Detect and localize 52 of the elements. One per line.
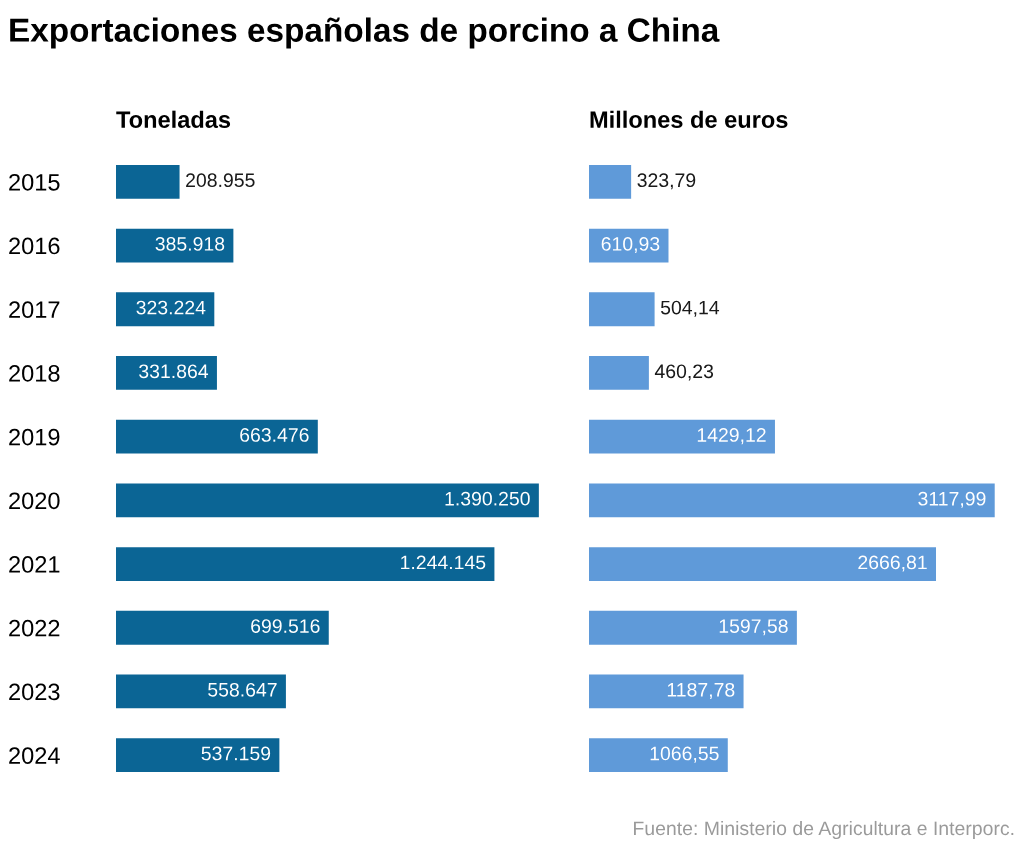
data-label: 1597,58 — [719, 619, 788, 636]
data-label: 208.955 — [186, 173, 255, 188]
data-label: 1187,78 — [667, 682, 735, 699]
bar — [116, 738, 280, 773]
data-label: 1.390.250 — [445, 491, 530, 506]
bar — [589, 164, 632, 199]
bar — [589, 547, 937, 581]
y-tick-label: 2023 — [9, 683, 60, 701]
data-label: 1066,55 — [650, 746, 719, 763]
data-label: 323,79 — [637, 173, 696, 190]
chart-title: Toneladas — [116, 110, 231, 129]
y-tick-label: 2015 — [9, 173, 60, 191]
bar — [116, 292, 215, 327]
data-label: 699.516 — [251, 619, 320, 633]
bar — [589, 738, 728, 773]
source-note: Fuente: Ministerio de Agricultura e Interporc. — [634, 820, 1014, 840]
data-label: 663.476 — [240, 428, 309, 442]
y-tick-label: 2018 — [9, 365, 60, 382]
data-label: 1.244.145 — [401, 555, 486, 570]
data-label: 558.647 — [208, 682, 277, 697]
data-label: 385.918 — [155, 237, 225, 251]
data-label: 460,23 — [654, 364, 714, 381]
data-label: 610,93 — [601, 237, 660, 254]
data-label: 331.864 — [139, 364, 209, 379]
bar — [116, 356, 217, 390]
y-tick-label: 2024 — [9, 747, 60, 764]
data-label: 323.224 — [136, 300, 206, 315]
bar — [116, 547, 495, 581]
data-label: 3117,99 — [918, 491, 986, 508]
bar — [589, 674, 744, 709]
chart-title: Millones de euros — [590, 110, 788, 129]
bar — [116, 483, 539, 518]
y-tick-label: 2022 — [9, 619, 60, 637]
bar — [589, 292, 655, 327]
y-tick-label: 2019 — [9, 428, 60, 446]
bar — [116, 164, 180, 199]
y-tick-label: 2016 — [9, 237, 60, 255]
data-label: 537.159 — [201, 746, 271, 761]
y-tick-label: 2020 — [9, 492, 60, 510]
bar — [116, 610, 329, 645]
bar — [589, 419, 775, 454]
bar — [589, 483, 995, 518]
data-label: 1429,12 — [697, 428, 766, 445]
data-label: 504,14 — [660, 300, 720, 317]
bar — [589, 356, 649, 390]
bar — [589, 610, 797, 645]
bar — [116, 419, 318, 454]
text: Exportaciones españolas de porcino a China — [10, 17, 720, 49]
y-tick-label: 2017 — [9, 301, 60, 319]
y-tick-label: 2021 — [9, 556, 60, 573]
data-label: 2666,81 — [858, 555, 927, 572]
bar — [116, 674, 286, 709]
